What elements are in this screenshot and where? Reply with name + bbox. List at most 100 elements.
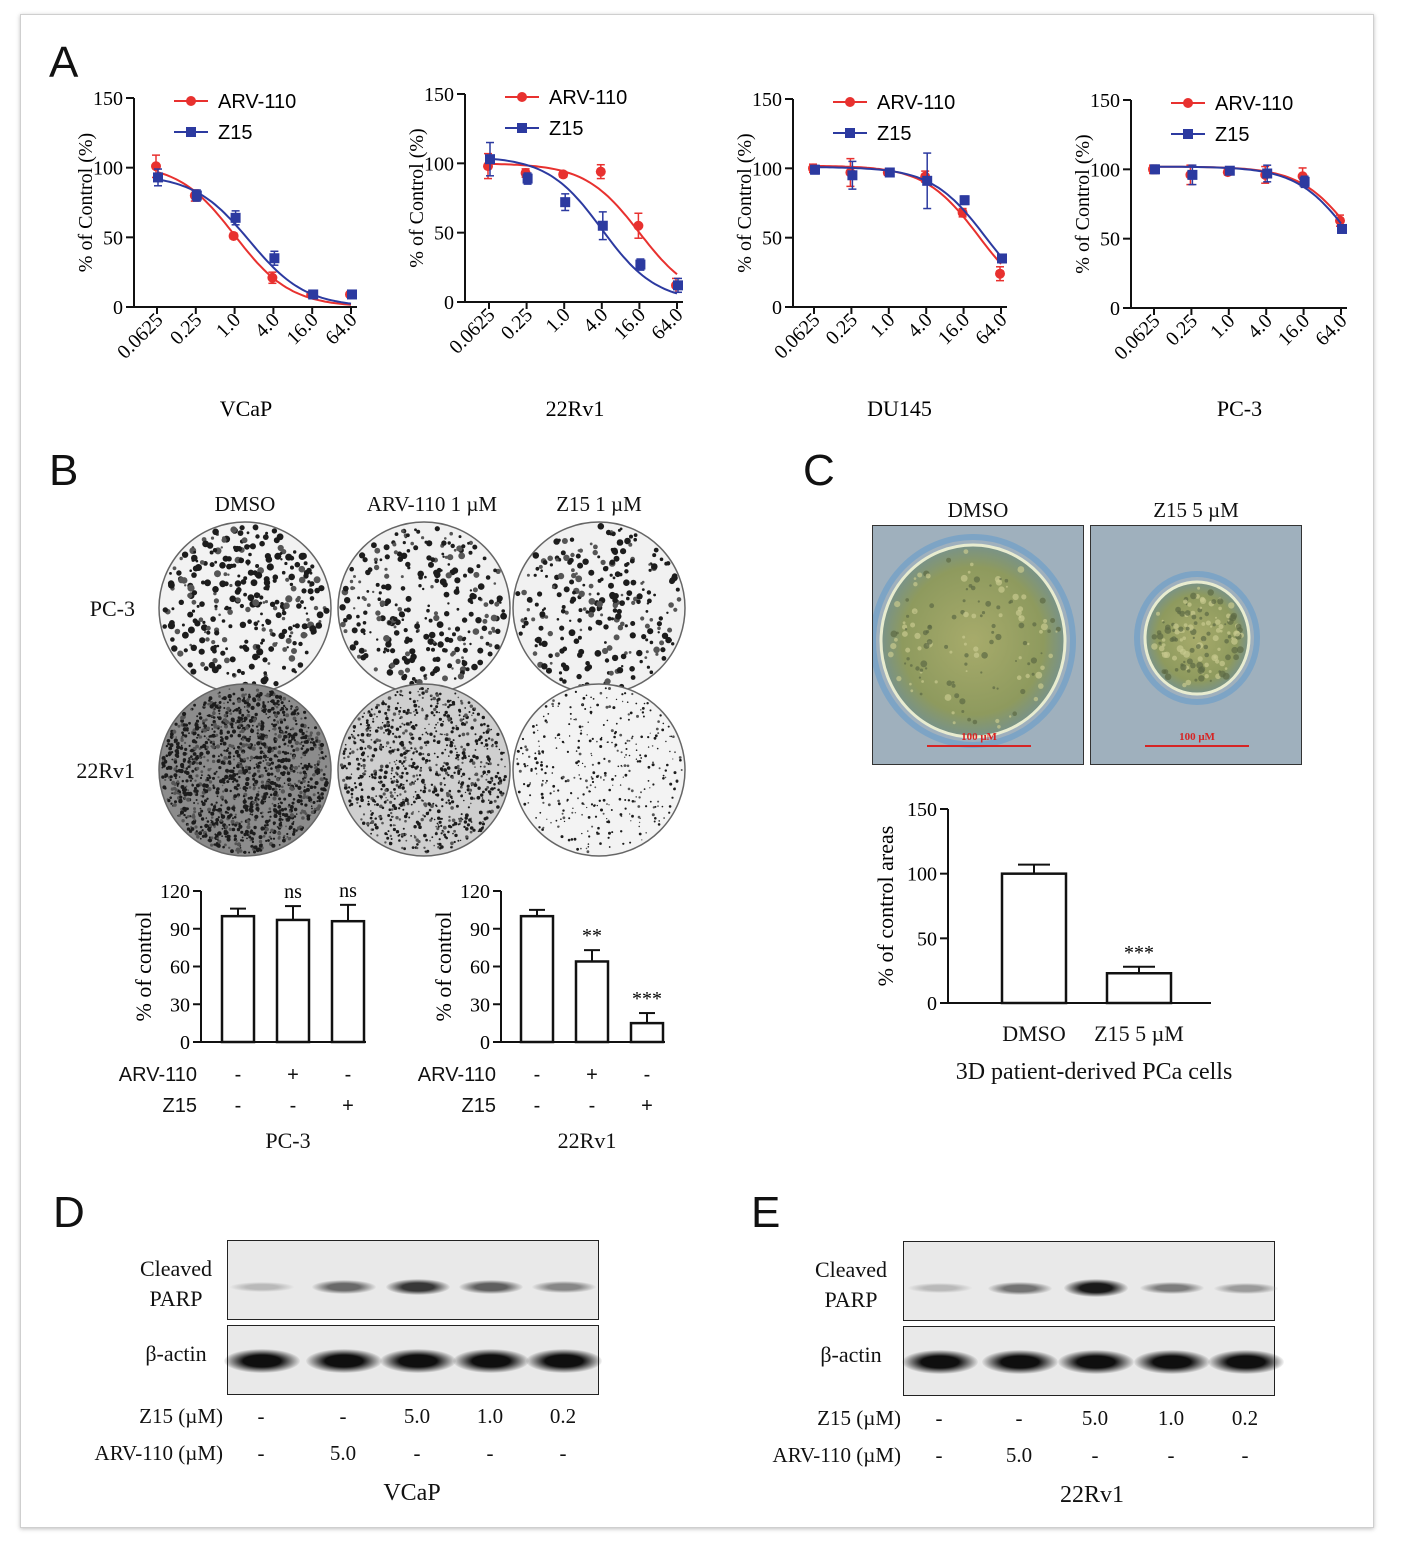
colony bbox=[369, 631, 372, 634]
colony bbox=[286, 758, 291, 763]
cell-texture bbox=[1206, 631, 1211, 636]
colony bbox=[222, 845, 225, 849]
colony bbox=[303, 740, 308, 744]
cell-texture bbox=[894, 601, 901, 608]
colony bbox=[486, 786, 490, 789]
cell-texture bbox=[1231, 646, 1238, 654]
colony bbox=[255, 763, 258, 765]
colony bbox=[662, 777, 665, 780]
colony bbox=[487, 780, 490, 784]
cell-texture bbox=[1184, 610, 1191, 616]
colony bbox=[273, 814, 278, 818]
blot-band bbox=[902, 1350, 978, 1374]
colony bbox=[582, 583, 586, 587]
colony bbox=[560, 636, 564, 641]
colony bbox=[629, 813, 631, 815]
colony bbox=[176, 742, 180, 746]
colony bbox=[359, 746, 364, 751]
colony bbox=[263, 752, 265, 754]
colony bbox=[218, 766, 222, 770]
colony bbox=[560, 550, 566, 556]
cell-texture bbox=[902, 631, 908, 637]
cell-line-label: 22Rv1 bbox=[546, 396, 605, 421]
colony bbox=[421, 691, 425, 695]
colony bbox=[404, 767, 407, 770]
data-point-arv-110 bbox=[957, 207, 968, 218]
colony bbox=[628, 651, 632, 654]
colony bbox=[654, 734, 658, 738]
colony bbox=[426, 849, 430, 853]
colony bbox=[268, 835, 272, 839]
colony bbox=[237, 699, 242, 704]
colony bbox=[399, 783, 403, 787]
colony bbox=[577, 764, 579, 767]
colony bbox=[201, 834, 205, 838]
cell-texture bbox=[1178, 626, 1184, 632]
colony bbox=[600, 559, 606, 566]
cell-texture bbox=[967, 570, 971, 574]
cell-texture bbox=[1015, 660, 1017, 662]
colony bbox=[212, 784, 215, 787]
colony bbox=[442, 581, 448, 588]
colony bbox=[657, 720, 660, 723]
colony bbox=[387, 705, 391, 709]
colony bbox=[390, 752, 392, 754]
data-point-z15 bbox=[1262, 168, 1273, 179]
colony bbox=[292, 749, 296, 752]
colony bbox=[438, 717, 442, 721]
colony bbox=[591, 737, 594, 741]
colony bbox=[273, 787, 278, 791]
colony bbox=[238, 710, 242, 713]
colony bbox=[322, 773, 326, 776]
colony bbox=[443, 777, 446, 780]
colony bbox=[675, 780, 679, 783]
colony bbox=[621, 700, 624, 703]
colony bbox=[403, 658, 411, 665]
colony bbox=[167, 742, 170, 746]
colony bbox=[459, 718, 463, 722]
colony bbox=[251, 746, 256, 751]
colony bbox=[226, 671, 230, 675]
colony bbox=[449, 531, 454, 536]
colony bbox=[532, 552, 540, 559]
colony bbox=[219, 819, 223, 822]
cell-texture bbox=[1208, 670, 1212, 673]
data-point-z15 bbox=[230, 212, 241, 223]
condition-value: - bbox=[414, 1441, 421, 1465]
cell-texture bbox=[1161, 652, 1164, 655]
colony bbox=[590, 752, 592, 755]
colony bbox=[185, 785, 188, 788]
colony bbox=[482, 820, 484, 823]
colony bbox=[318, 585, 325, 592]
colony bbox=[618, 797, 622, 801]
colony bbox=[385, 716, 389, 721]
colony bbox=[247, 544, 251, 548]
colony bbox=[401, 762, 404, 765]
colony bbox=[227, 814, 231, 819]
colony bbox=[174, 800, 177, 804]
colony bbox=[267, 708, 272, 713]
colony bbox=[480, 793, 484, 797]
colony bbox=[457, 635, 464, 642]
colony bbox=[351, 750, 355, 754]
colony bbox=[543, 735, 546, 738]
colony bbox=[456, 545, 463, 552]
colony bbox=[493, 787, 496, 790]
cell-texture bbox=[1205, 620, 1211, 626]
colony bbox=[240, 809, 244, 814]
colony bbox=[402, 731, 406, 735]
colony bbox=[551, 766, 555, 769]
cell-texture bbox=[1005, 585, 1008, 588]
colony bbox=[600, 808, 603, 812]
colony bbox=[233, 778, 237, 782]
colony bbox=[575, 575, 583, 583]
colony bbox=[430, 698, 433, 701]
colony bbox=[468, 550, 473, 555]
colony bbox=[257, 722, 262, 727]
blot-band bbox=[459, 1280, 523, 1294]
colony bbox=[520, 746, 523, 750]
colony bbox=[444, 611, 450, 617]
colony bbox=[638, 821, 641, 824]
colony bbox=[242, 751, 245, 754]
